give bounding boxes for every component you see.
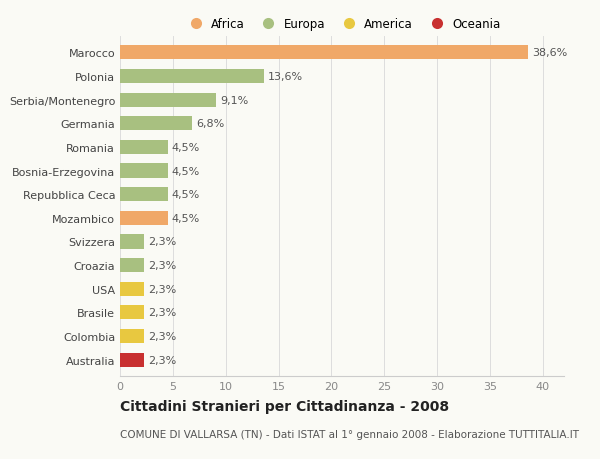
Bar — [120, 306, 145, 320]
Text: COMUNE DI VALLARSA (TN) - Dati ISTAT al 1° gennaio 2008 - Elaborazione TUTTITALI: COMUNE DI VALLARSA (TN) - Dati ISTAT al … — [120, 429, 579, 439]
Bar — [120, 140, 167, 155]
Legend: Africa, Europa, America, Oceania: Africa, Europa, America, Oceania — [179, 14, 505, 36]
Text: 2,3%: 2,3% — [149, 355, 177, 365]
Bar — [120, 46, 528, 60]
Text: 2,3%: 2,3% — [149, 331, 177, 341]
Text: 4,5%: 4,5% — [172, 166, 200, 176]
Text: 2,3%: 2,3% — [149, 261, 177, 270]
Text: 13,6%: 13,6% — [268, 72, 303, 82]
Text: 2,3%: 2,3% — [149, 237, 177, 247]
Bar — [120, 164, 167, 178]
Text: 38,6%: 38,6% — [532, 48, 568, 58]
Text: 9,1%: 9,1% — [220, 95, 248, 106]
Bar — [120, 282, 145, 296]
Text: 4,5%: 4,5% — [172, 213, 200, 224]
Text: 2,3%: 2,3% — [149, 308, 177, 318]
Bar — [120, 117, 192, 131]
Text: Cittadini Stranieri per Cittadinanza - 2008: Cittadini Stranieri per Cittadinanza - 2… — [120, 399, 449, 413]
Bar — [120, 329, 145, 343]
Text: 4,5%: 4,5% — [172, 190, 200, 200]
Bar — [120, 235, 145, 249]
Bar — [120, 188, 167, 202]
Text: 4,5%: 4,5% — [172, 143, 200, 152]
Text: 2,3%: 2,3% — [149, 284, 177, 294]
Bar — [120, 258, 145, 273]
Bar — [120, 70, 264, 84]
Bar — [120, 211, 167, 225]
Bar — [120, 353, 145, 367]
Bar — [120, 93, 216, 107]
Text: 6,8%: 6,8% — [196, 119, 224, 129]
